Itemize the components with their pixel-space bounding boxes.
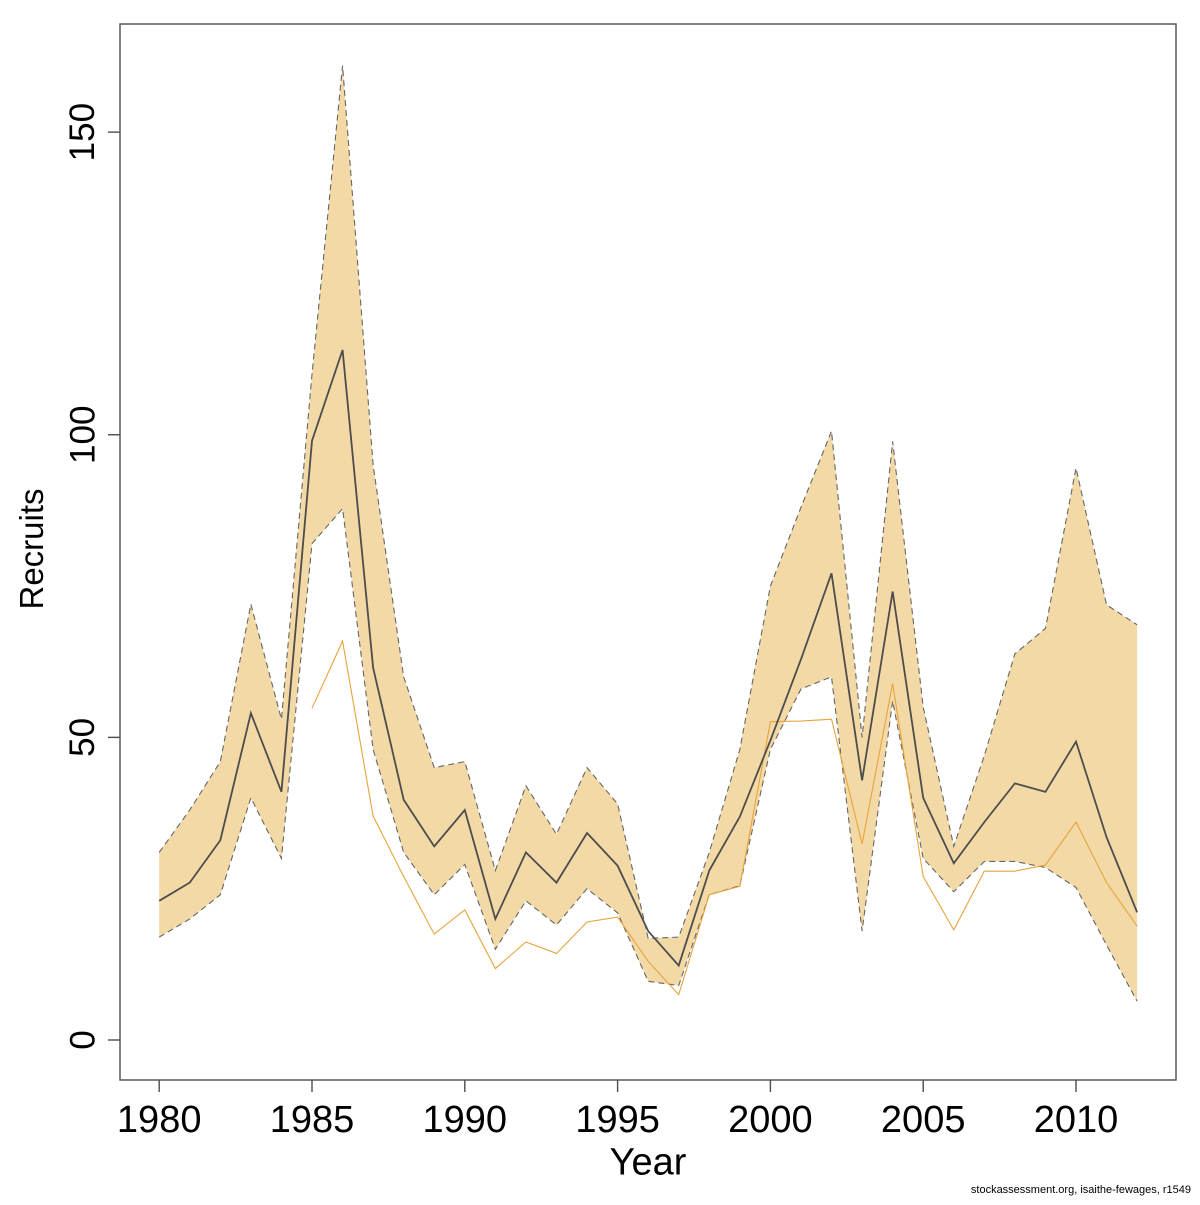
svg-text:1980: 1980	[117, 1099, 202, 1141]
svg-text:0: 0	[63, 1030, 102, 1049]
svg-text:1990: 1990	[423, 1099, 508, 1141]
svg-text:2005: 2005	[881, 1099, 966, 1141]
svg-text:2000: 2000	[728, 1099, 813, 1141]
svg-text:1985: 1985	[270, 1099, 355, 1141]
svg-text:1995: 1995	[575, 1099, 660, 1141]
svg-text:50: 50	[63, 718, 102, 757]
svg-text:2010: 2010	[1034, 1099, 1119, 1141]
svg-text:150: 150	[63, 103, 102, 161]
svg-text:100: 100	[63, 406, 102, 464]
